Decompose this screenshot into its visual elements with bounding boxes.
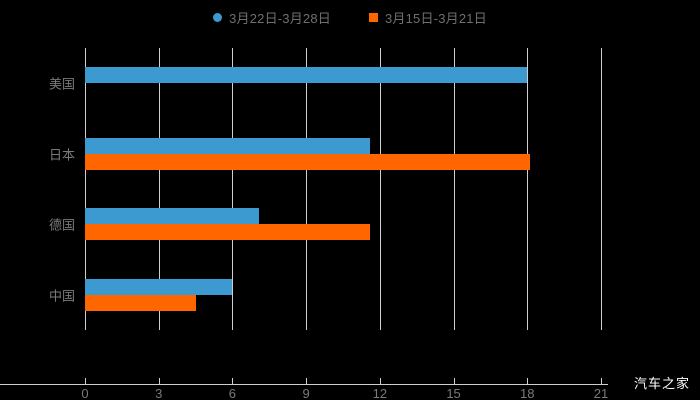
category-label: 美国 (48, 76, 75, 92)
legend-label-series-1: 3月15日-3月21日 (385, 10, 487, 26)
bar[interactable] (85, 294, 196, 311)
x-tick-label: 15 (446, 386, 461, 400)
gridline (158, 48, 160, 330)
x-axis-line (0, 384, 608, 385)
legend-item-series-0[interactable]: 3月22日-3月28日 (213, 8, 331, 27)
x-tick-label: 0 (81, 386, 89, 400)
x-tick-label: 12 (372, 386, 388, 400)
bar[interactable] (85, 208, 260, 225)
x-tick-mark (379, 378, 381, 384)
gridline (453, 48, 455, 330)
category-label: 中国 (48, 288, 75, 304)
x-tick-mark (85, 378, 86, 384)
plot-area: 0 3 6 9 12 15 18 21 美国日本德国中国 (0, 48, 608, 400)
bar[interactable] (85, 278, 233, 295)
gridline (232, 48, 234, 330)
x-tick-label: 3 (155, 386, 163, 400)
x-tick-mark (601, 378, 602, 384)
x-tick-mark (453, 378, 455, 384)
x-tick-label: 21 (593, 386, 609, 400)
category-label: 日本 (48, 147, 75, 163)
gridline (527, 48, 529, 330)
gridline (306, 48, 308, 330)
x-tick-mark (306, 378, 308, 384)
x-tick-label: 18 (520, 386, 535, 400)
bar[interactable] (85, 67, 528, 84)
bar[interactable] (85, 224, 371, 241)
gridline (379, 48, 381, 330)
legend-square-icon (369, 12, 378, 22)
chart-legend: 3月22日-3月28日 3月15日-3月21日 (0, 6, 700, 28)
x-tick-mark (527, 378, 529, 384)
gridline (85, 48, 86, 330)
legend-item-series-1[interactable]: 3月15日-3月21日 (369, 8, 487, 27)
x-tick-label: 9 (302, 386, 310, 400)
legend-label-series-0: 3月22日-3月28日 (229, 10, 331, 26)
x-tick-mark (158, 378, 160, 384)
legend-dot-icon (213, 12, 223, 22)
bar[interactable] (85, 137, 371, 154)
x-tick-label: 6 (228, 386, 237, 400)
category-label: 德国 (48, 217, 75, 233)
x-tick-mark (232, 378, 234, 384)
bar[interactable] (85, 153, 530, 170)
gridline (601, 48, 602, 330)
watermark: 汽车之家 (633, 376, 690, 391)
